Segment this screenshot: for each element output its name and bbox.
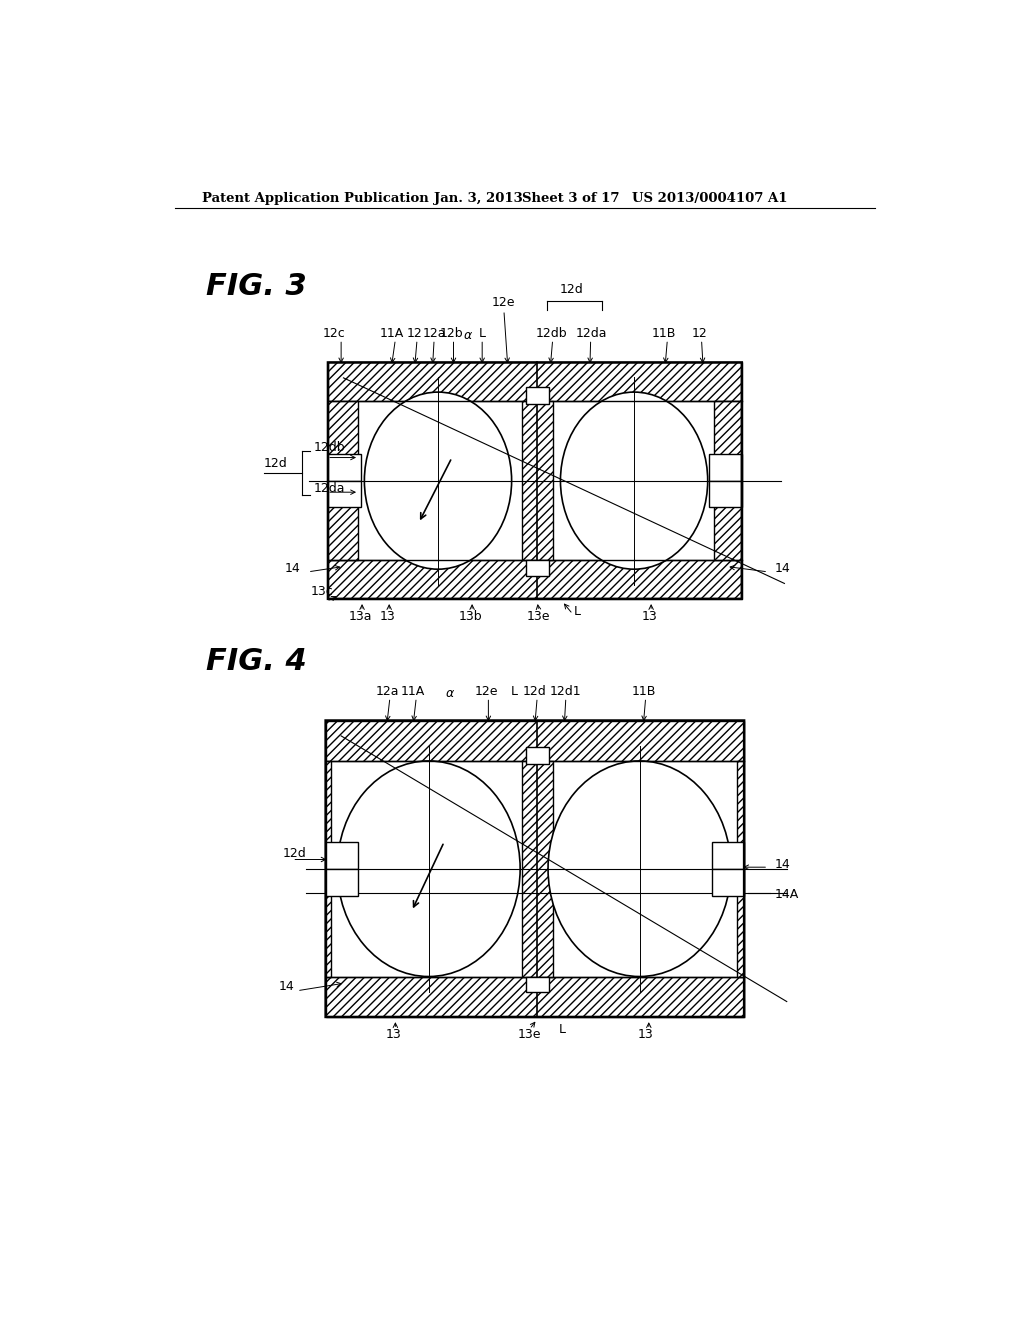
Text: FIG. 4: FIG. 4 [206, 647, 306, 676]
Bar [326, 721, 744, 760]
Text: 12d1: 12d1 [550, 685, 582, 698]
Text: Sheet 3 of 17: Sheet 3 of 17 [521, 191, 620, 205]
Text: FIG. 3: FIG. 3 [206, 272, 306, 301]
Bar [326, 977, 744, 1016]
Text: 13e: 13e [527, 610, 551, 623]
Text: 14: 14 [775, 561, 791, 574]
Text: 12e: 12e [474, 685, 498, 698]
Text: L: L [574, 605, 581, 618]
Text: 12a: 12a [422, 326, 445, 339]
Text: 12: 12 [407, 326, 423, 339]
Text: 13a: 13a [349, 610, 373, 623]
Text: L: L [478, 326, 485, 339]
Ellipse shape [337, 760, 520, 977]
Text: 12db: 12db [537, 326, 567, 339]
Text: 12c: 12c [323, 326, 345, 339]
Text: 13b: 13b [459, 610, 482, 623]
Bar [328, 401, 358, 560]
Text: 11A: 11A [379, 326, 403, 339]
Bar [328, 363, 741, 401]
Text: 13: 13 [380, 610, 395, 623]
Text: 13e: 13e [518, 1028, 542, 1041]
Ellipse shape [365, 392, 512, 569]
Ellipse shape [560, 392, 708, 569]
Bar [521, 401, 553, 560]
Text: 12d: 12d [559, 282, 584, 296]
Bar [525, 387, 549, 404]
Text: 11A: 11A [401, 685, 425, 698]
Text: 14: 14 [285, 561, 301, 574]
Text: 12da: 12da [575, 326, 607, 339]
Text: 12d: 12d [523, 685, 547, 698]
Bar [328, 454, 360, 480]
Bar [714, 401, 741, 560]
Text: α: α [445, 686, 454, 700]
Text: 14: 14 [775, 858, 791, 871]
Bar [328, 560, 741, 599]
Text: 12: 12 [692, 326, 708, 339]
Bar [710, 454, 741, 480]
Bar [525, 977, 549, 993]
Text: 12da: 12da [314, 482, 345, 495]
Text: L: L [510, 685, 517, 698]
Ellipse shape [548, 760, 731, 977]
Text: 12e: 12e [493, 296, 516, 309]
Bar [737, 760, 744, 977]
Bar [525, 560, 549, 576]
Text: 13c: 13c [310, 585, 333, 598]
Bar [521, 760, 553, 977]
Bar [525, 747, 549, 763]
Text: 14A: 14A [775, 888, 800, 902]
Text: 13: 13 [642, 610, 657, 623]
Bar [326, 760, 331, 977]
Text: 12d: 12d [263, 457, 288, 470]
Text: 12db: 12db [314, 441, 346, 454]
Text: 12d: 12d [283, 847, 307, 859]
Text: 13: 13 [638, 1028, 653, 1041]
Bar [326, 869, 358, 896]
Text: Jan. 3, 2013: Jan. 3, 2013 [434, 191, 523, 205]
Bar [710, 480, 741, 507]
Text: 11B: 11B [652, 326, 677, 339]
Text: Patent Application Publication: Patent Application Publication [202, 191, 428, 205]
Text: 11B: 11B [631, 685, 655, 698]
Text: 13: 13 [385, 1028, 401, 1041]
Text: 12b: 12b [440, 326, 464, 339]
Bar [712, 869, 744, 896]
Text: 12a: 12a [376, 685, 399, 698]
Text: α: α [463, 329, 472, 342]
Text: 14: 14 [279, 979, 295, 993]
Bar [712, 842, 744, 869]
Bar [326, 842, 358, 869]
Text: L: L [558, 1023, 565, 1036]
Bar [328, 480, 360, 507]
Text: US 2013/0004107 A1: US 2013/0004107 A1 [632, 191, 787, 205]
